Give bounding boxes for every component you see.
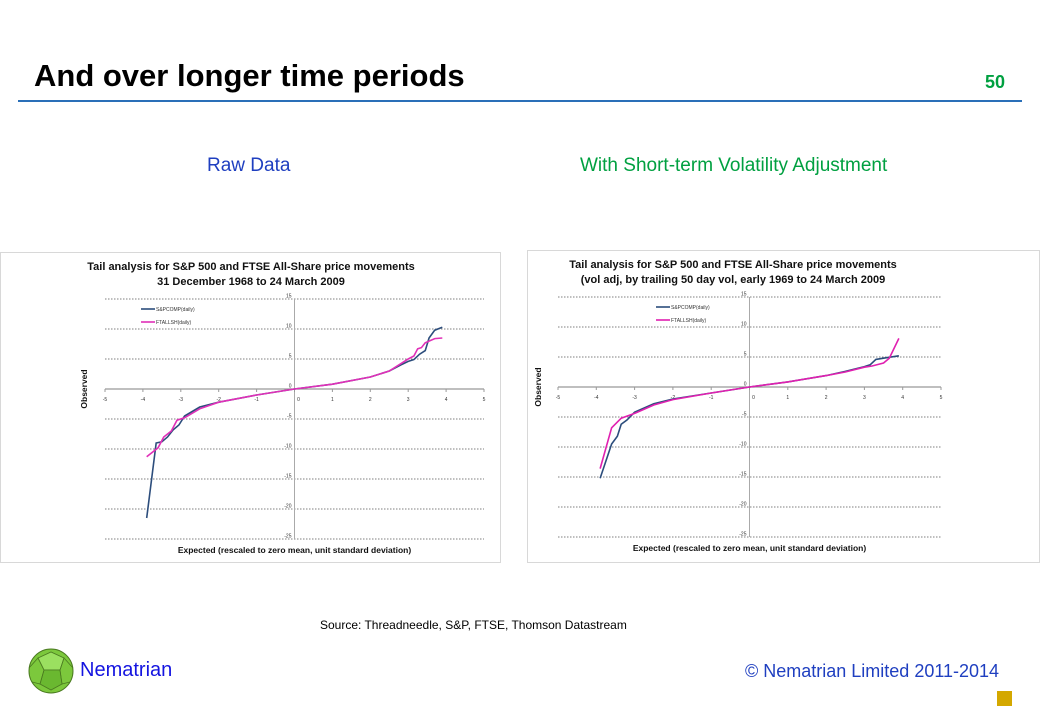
x-axis-label: Expected (rescaled to zero mean, unit st… xyxy=(178,545,412,555)
x-tick-label: -3 xyxy=(632,395,637,401)
legend-label: FTALLSH(daily) xyxy=(671,318,707,324)
chart-raw-data: Tail analysis for S&P 500 and FTSE All-S… xyxy=(0,252,501,563)
x-tick-label: 3 xyxy=(407,397,410,403)
y-tick-label: -10 xyxy=(284,444,291,450)
title-divider xyxy=(18,100,1022,102)
y-tick-label: -20 xyxy=(284,504,291,510)
x-tick-label: -4 xyxy=(141,397,146,403)
y-tick-label: -15 xyxy=(284,474,291,480)
y-tick-label: -20 xyxy=(739,502,746,508)
legend-label: S&PCOMP(daily) xyxy=(671,305,710,311)
x-tick-label: -4 xyxy=(594,395,599,401)
legend-label: S&PCOMP(daily) xyxy=(156,307,195,313)
chart-vol-adjusted: Tail analysis for S&P 500 and FTSE All-S… xyxy=(527,250,1040,563)
subtitle-raw-data: Raw Data xyxy=(207,155,291,176)
y-tick-label: -5 xyxy=(742,412,747,418)
y-axis-label: Observed xyxy=(79,369,89,408)
x-tick-label: 5 xyxy=(940,395,943,401)
y-tick-label: 10 xyxy=(286,324,292,330)
corner-square-icon xyxy=(997,691,1012,706)
y-tick-label: 5 xyxy=(289,354,292,360)
x-tick-label: -5 xyxy=(103,397,108,403)
chart-vol-adjusted-svg: Tail analysis for S&P 500 and FTSE All-S… xyxy=(533,259,943,553)
y-tick-label: -25 xyxy=(739,532,746,538)
x-tick-label: 2 xyxy=(369,397,372,403)
chart-raw-data-svg: Tail analysis for S&P 500 and FTSE All-S… xyxy=(79,261,486,555)
y-tick-label: 15 xyxy=(741,292,747,298)
chart-title-line: (vol adj, by trailing 50 day vol, early … xyxy=(581,274,885,286)
brand-name: Nematrian xyxy=(80,659,173,681)
x-tick-label: -1 xyxy=(709,395,714,401)
x-tick-label: -2 xyxy=(216,397,221,403)
x-tick-label: -3 xyxy=(179,397,184,403)
x-tick-label: 1 xyxy=(331,397,334,403)
series-line-ftall-sh xyxy=(599,338,900,469)
subtitle-volatility-adjusted: With Short-term Volatility Adjustment xyxy=(580,155,888,176)
x-tick-label: 4 xyxy=(445,397,448,403)
x-tick-label: 2 xyxy=(825,395,828,401)
x-axis-label: Expected (rescaled to zero mean, unit st… xyxy=(633,543,867,553)
chart-title-line: Tail analysis for S&P 500 and FTSE All-S… xyxy=(87,261,414,273)
y-tick-label: -10 xyxy=(739,442,746,448)
y-tick-label: -5 xyxy=(287,414,292,420)
y-tick-label: 0 xyxy=(744,382,747,388)
x-tick-label: -2 xyxy=(671,395,676,401)
copyright: © Nematrian Limited 2011-2014 xyxy=(745,661,1000,681)
x-tick-label: 0 xyxy=(297,397,300,403)
nematrian-logo-icon xyxy=(28,648,74,694)
x-tick-label: 5 xyxy=(483,397,486,403)
source-note: Source: Threadneedle, S&P, FTSE, Thomson… xyxy=(320,618,627,632)
legend-label: FTALLSH(daily) xyxy=(156,320,192,326)
x-tick-label: 1 xyxy=(786,395,789,401)
y-tick-label: -25 xyxy=(284,534,291,540)
y-tick-label: 15 xyxy=(286,294,292,300)
y-axis-label: Observed xyxy=(533,367,543,406)
x-tick-label: 0 xyxy=(752,395,755,401)
x-tick-label: -5 xyxy=(556,395,561,401)
page-number: 50 xyxy=(985,72,1006,92)
series-line-ftall-sh xyxy=(146,337,443,458)
x-tick-label: -1 xyxy=(254,397,259,403)
chart-title-line: Tail analysis for S&P 500 and FTSE All-S… xyxy=(569,259,896,271)
y-tick-label: 0 xyxy=(289,384,292,390)
y-tick-label: 5 xyxy=(744,352,747,358)
x-tick-label: 3 xyxy=(863,395,866,401)
y-tick-label: 10 xyxy=(741,322,747,328)
slide-title: And over longer time periods xyxy=(34,58,465,93)
chart-title-line: 31 December 1968 to 24 March 2009 xyxy=(157,276,345,288)
x-tick-label: 4 xyxy=(901,395,904,401)
y-tick-label: -15 xyxy=(739,472,746,478)
